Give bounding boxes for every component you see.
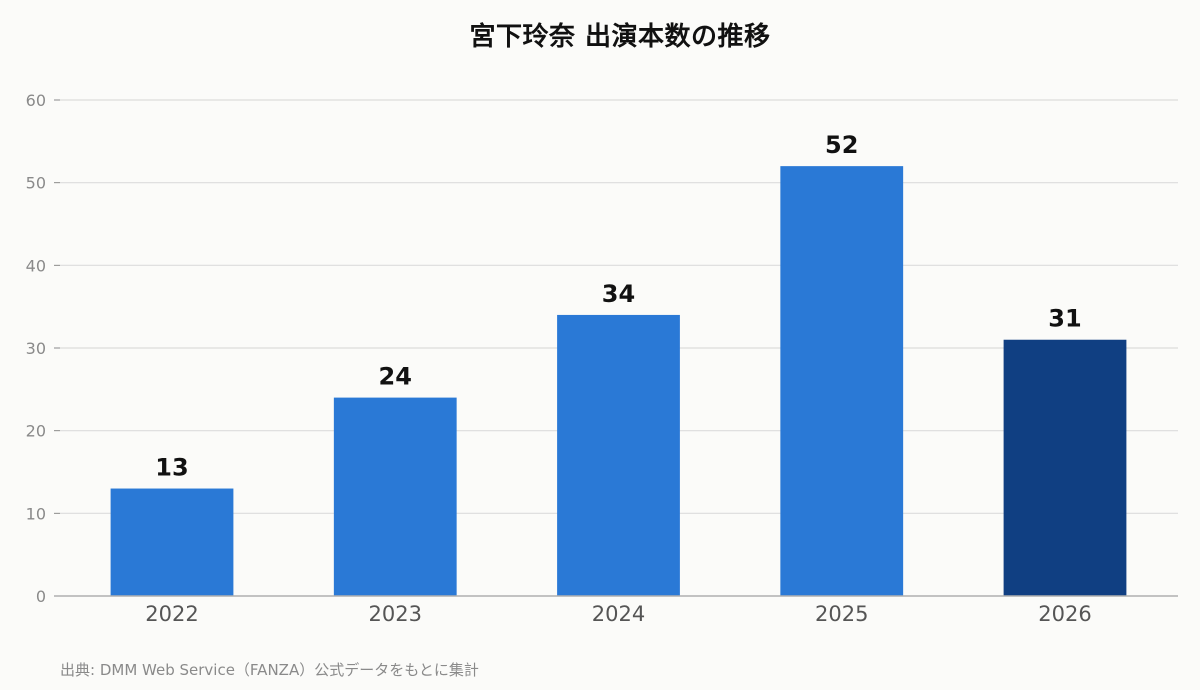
chart-title: 宮下玲奈 出演本数の推移 — [469, 22, 771, 52]
x-axis-labels: 2022 2023 2024 2025 2026 — [145, 602, 1091, 626]
y-tick-label: 40 — [26, 256, 46, 275]
value-label-2025: 52 — [825, 131, 858, 159]
value-labels: 13 24 34 52 31 — [155, 131, 1081, 481]
bar-2025 — [780, 166, 904, 596]
y-tick-label: 10 — [26, 504, 46, 523]
x-tick-label-2024: 2024 — [592, 602, 645, 626]
y-tick-label: 30 — [26, 339, 46, 358]
y-tick-label: 50 — [26, 174, 46, 193]
value-label-2026: 31 — [1048, 305, 1081, 333]
y-tick-label: 60 — [26, 91, 46, 110]
source-note: 出典: DMM Web Service（FANZA）公式データをもとに集計 — [60, 661, 479, 679]
bar-2023 — [333, 397, 457, 596]
x-tick-label-2023: 2023 — [369, 602, 422, 626]
value-label-2023: 24 — [379, 363, 412, 391]
bars — [110, 166, 1127, 596]
value-label-2022: 13 — [155, 454, 188, 482]
x-tick-label-2022: 2022 — [145, 602, 198, 626]
x-tick-label-2026: 2026 — [1038, 602, 1091, 626]
value-label-2024: 34 — [602, 280, 635, 308]
bar-2022 — [110, 488, 234, 596]
y-axis-ticks: 0 10 20 30 40 50 60 — [26, 91, 60, 606]
y-tick-label: 20 — [26, 422, 46, 441]
bar-2024 — [557, 314, 680, 596]
y-tick-label: 0 — [36, 587, 46, 606]
bar-2026 — [1003, 339, 1127, 596]
x-tick-label-2025: 2025 — [815, 602, 868, 626]
